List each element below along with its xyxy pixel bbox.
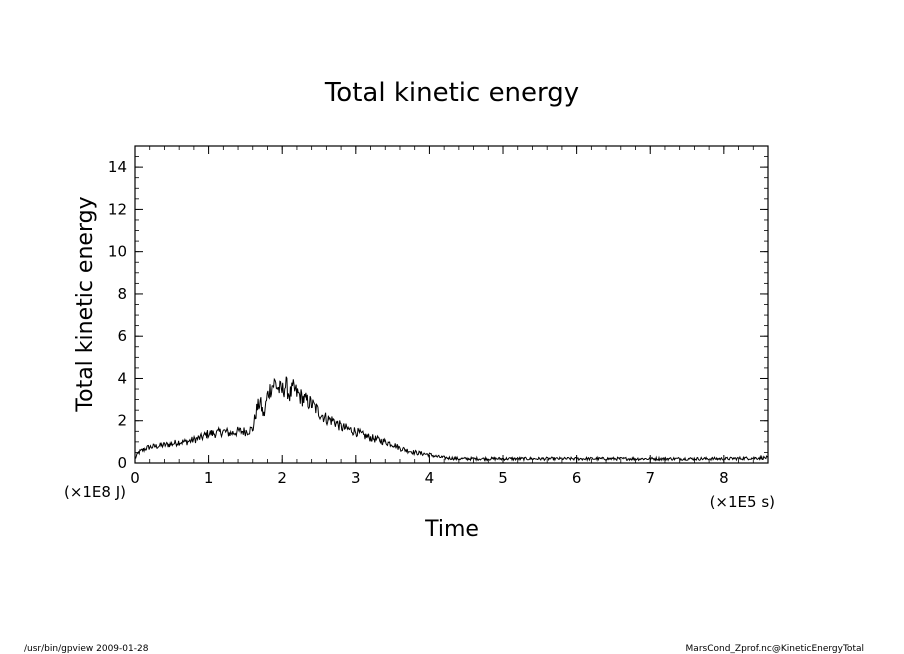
footer-right: MarsCond_Zprof.nc@KineticEnergyTotal — [686, 644, 864, 654]
x-tick-label: 0 — [130, 469, 140, 487]
y-axis-label: Total kinetic energy — [73, 196, 98, 412]
y-tick-label: 10 — [108, 243, 127, 261]
y-tick-label: 12 — [108, 200, 127, 218]
y-ticks: 0 2 4 6 8 10 12 14 — [108, 158, 768, 472]
x-tick-label: 8 — [719, 469, 729, 487]
x-tick-label: 2 — [277, 469, 287, 487]
x-tick-label: 5 — [498, 469, 508, 487]
x-tick-label: 6 — [572, 469, 582, 487]
y-tick-label: 14 — [108, 158, 127, 176]
y-tick-label: 6 — [117, 327, 127, 345]
chart-title: Total kinetic energy — [324, 78, 579, 108]
series-layer — [134, 376, 769, 463]
x-tick-label: 3 — [351, 469, 361, 487]
series-line — [134, 376, 769, 463]
y-tick-label: 4 — [117, 369, 127, 387]
footer-left: /usr/bin/gpview 2009-01-28 — [24, 644, 149, 654]
y-tick-label: 2 — [117, 412, 127, 430]
x-tick-label: 1 — [204, 469, 214, 487]
y-tick-label: 8 — [117, 285, 127, 303]
x-ticks: 0 1 2 3 4 5 6 7 8 — [130, 146, 729, 487]
x-axis-label: Time — [424, 517, 479, 542]
y-tick-label: 0 — [117, 454, 127, 472]
x-axis-unit: (×1E5 s) — [710, 493, 775, 511]
x-tick-label: 7 — [645, 469, 655, 487]
x-tick-label: 4 — [425, 469, 435, 487]
y-axis-unit: (×1E8 J) — [64, 483, 126, 501]
